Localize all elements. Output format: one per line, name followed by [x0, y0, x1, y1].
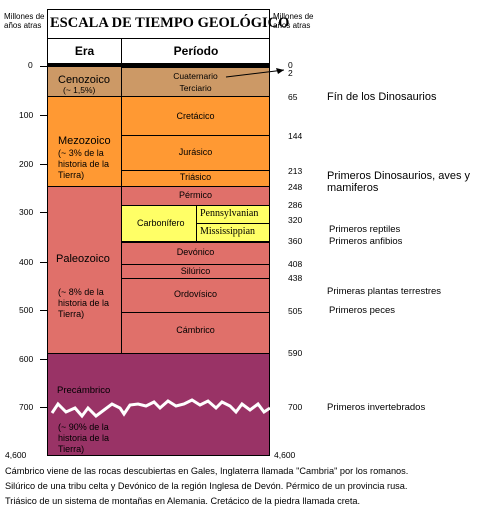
left-tick-label: 400 [19, 257, 34, 267]
right-tick-label: 213 [288, 166, 303, 176]
left-tick-label: 700 [19, 402, 34, 412]
period-label-permico: Pérmico [178, 190, 212, 200]
boundary-144 [122, 135, 269, 136]
left-tick-mark [40, 310, 48, 311]
era-pct-precambrian: (~ 90% de la historia de la Tierra) [58, 422, 110, 454]
period-label-carbonifero: Carbonífero [137, 218, 185, 228]
left-tick-label: 500 [19, 305, 34, 315]
period-label-jurasico: Jurásico [178, 147, 213, 157]
left-tick-mark [40, 164, 48, 165]
era-label-paleozoic: Paleozoico [56, 253, 110, 265]
boundary-213 [122, 170, 269, 171]
chart-frame [47, 9, 270, 456]
footnote-line: Triásico de un sistema de montañas en Al… [5, 496, 361, 506]
left-tick-mark [40, 66, 48, 67]
footnote-line: Cámbrico viene de las rocas descubiertas… [5, 466, 409, 476]
left-tick-label: 0 [28, 60, 33, 70]
quaternary-line [122, 67, 269, 68]
right-tick-label: 4,600 [274, 450, 296, 460]
annotation-first-dinosaurs: Primeros Dinosaurios, aves y mamiferos [327, 170, 471, 195]
right-tick-label: 2 [288, 68, 293, 78]
period-label-triasico: Triásico [179, 172, 212, 182]
period-label-terciario: Terciario [179, 83, 212, 93]
era-pct-paleozoic: (~ 8% de la historia de la Tierra) [58, 287, 110, 319]
annotation-first-fish: Primeros peces [329, 305, 395, 316]
right-tick-label: 248 [288, 182, 303, 192]
era-period-divider [121, 66, 122, 354]
right-tick-label: 320 [288, 215, 303, 225]
era-pct-cenozoic: (~ 1,5%) [63, 85, 96, 95]
period-label-cuaternario: Cuaternario [173, 71, 218, 81]
annotation-first-invertebrates: Primeros invertebrados [327, 402, 426, 413]
boundary-408 [122, 264, 269, 265]
right-tick-label: 65 [288, 92, 298, 102]
era-block-mesozoic [48, 97, 269, 187]
right-tick-label: 360 [288, 236, 303, 246]
left-axis-label: Millones de años atras [4, 12, 45, 31]
carboniferous-box [122, 206, 269, 242]
era-label-mesozoic: Mezozoico [58, 135, 111, 147]
right-tick-label: 590 [288, 348, 303, 358]
left-tick-mark [40, 115, 48, 116]
era-pct-mesozoic: (~ 3% de la historia de la Tierra) [58, 148, 110, 180]
present-day-line [48, 65, 269, 67]
title-box [47, 9, 270, 39]
right-axis-label: Millones de años atras [273, 12, 314, 31]
period-label-ordovicico: Ordovísico [173, 289, 217, 299]
era-header [47, 39, 122, 65]
period-label-pennsylvanian: Pennsylvanian [200, 208, 259, 219]
boundary-65 [48, 96, 269, 97]
left-tick-label: 100 [19, 110, 34, 120]
period-label-cretacico: Cretácico [176, 111, 215, 121]
left-tick-label: 4,600 [5, 450, 27, 460]
era-header-label: Era [74, 44, 95, 58]
left-tick-mark [40, 212, 48, 213]
left-tick-label: 200 [19, 159, 34, 169]
left-tick-mark [40, 359, 48, 360]
boundary-438 [122, 278, 269, 279]
boundary-590 [48, 353, 269, 354]
right-tick-label: 0 [288, 60, 293, 70]
annotation-dinosaurs-end: Fín de los Dinosaurios [327, 91, 437, 103]
left-tick-mark [40, 262, 48, 263]
period-label-silurico: Silúrico [180, 266, 211, 276]
pennsylvanian-mississippian-divider [196, 223, 269, 224]
boundary-505 [122, 312, 269, 313]
footnote-line: Silúrico de una tribu celta y Devónico d… [5, 481, 408, 491]
left-tick-mark [40, 407, 48, 408]
period-header-label: Período [173, 44, 219, 58]
right-tick-label: 700 [288, 402, 303, 412]
annotation-first-plants: Primeras plantas terrestres [327, 286, 442, 297]
era-label-cenozoic: Cenozoico [58, 74, 110, 86]
boundary-286 [122, 205, 269, 206]
left-tick-label: 300 [19, 207, 34, 217]
chart-title: ESCALA DE TIEMPO GEOLÓGICO [50, 15, 290, 31]
period-label-mississippian: Mississippian [200, 226, 256, 237]
right-tick-label: 144 [288, 131, 303, 141]
right-tick-label: 438 [288, 273, 303, 283]
right-tick-label: 408 [288, 259, 303, 269]
annotation-first-reptiles: Primeros reptiles [329, 224, 401, 235]
carboniferous-subdivider [196, 206, 197, 242]
right-tick-label: 286 [288, 200, 303, 210]
right-tick-label: 505 [288, 306, 303, 316]
period-header [122, 39, 270, 65]
boundary-360 [122, 242, 269, 243]
period-label-devonico: Devónico [176, 247, 215, 257]
period-label-cambrico: Cámbrico [176, 325, 215, 335]
left-tick-label: 600 [19, 354, 34, 364]
boundary-248 [48, 186, 269, 187]
annotation-first-amphibians: Primeros anfibios [329, 236, 403, 247]
era-label-precambrian: Precámbrico [57, 385, 111, 396]
